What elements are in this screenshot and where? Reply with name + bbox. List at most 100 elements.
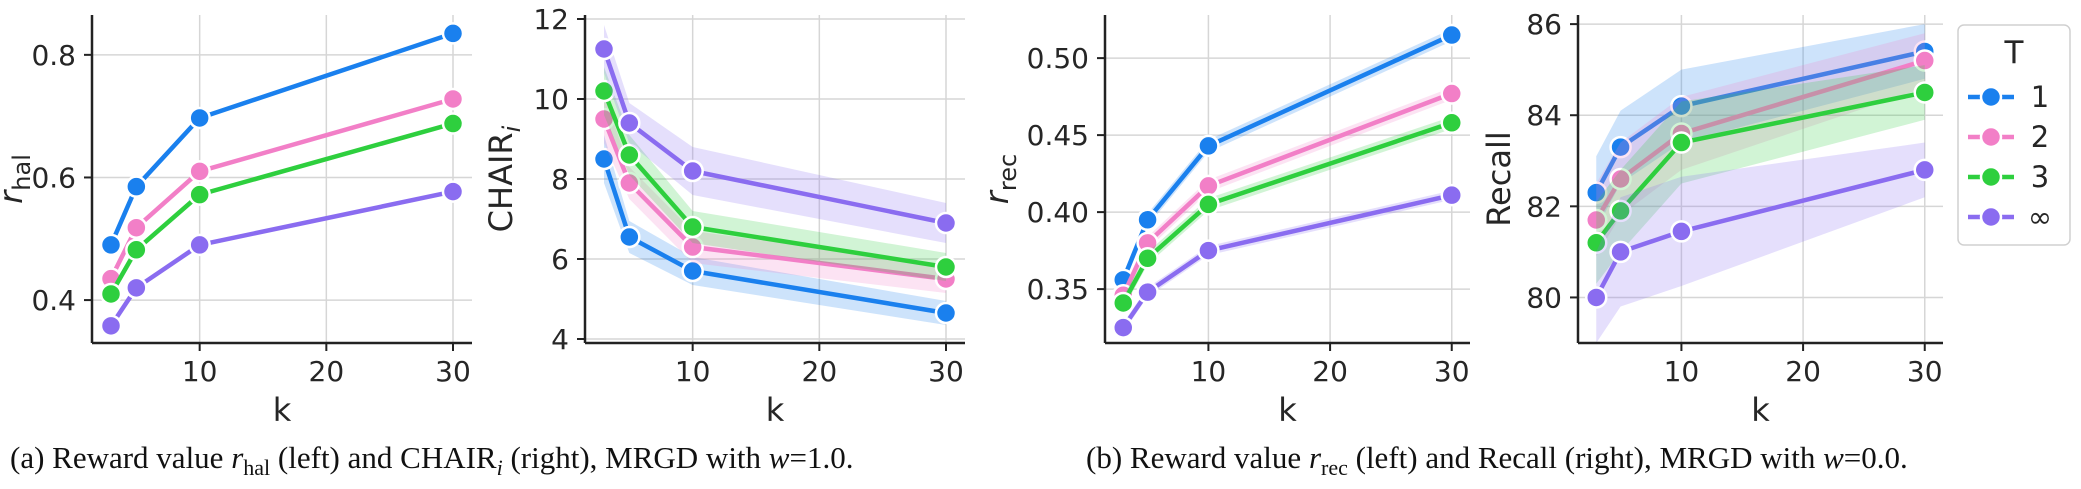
legend-marker-3	[1979, 165, 2003, 189]
data-point-3	[1670, 131, 1693, 154]
y-axis-label-subscript: i	[498, 125, 526, 132]
caption-b-middle: (left) and Recall (right), MRGD with	[1347, 440, 1824, 475]
data-point-∞	[681, 159, 704, 183]
y-tick-label: 6	[551, 243, 569, 276]
y-axis-label-base: r	[978, 189, 1016, 204]
y-tick-label: 0.35	[1027, 273, 1089, 306]
data-point-1	[681, 259, 704, 283]
confidence-band-series-3	[1596, 65, 1925, 284]
y-tick-label: 80	[1526, 281, 1562, 314]
data-point-2	[1197, 174, 1220, 198]
data-point-∞	[934, 211, 958, 235]
data-point-∞	[1670, 220, 1693, 243]
caption-b-subscript: rec	[1321, 455, 1348, 481]
data-point-2	[188, 160, 211, 183]
x-tick-label: 20	[1785, 355, 1821, 388]
confidence-band-series-1	[1123, 28, 1452, 287]
data-point-∞	[1585, 286, 1608, 309]
data-point-∞	[618, 111, 641, 135]
data-point-1	[441, 22, 465, 45]
data-point-2	[618, 171, 641, 195]
data-point-3	[188, 183, 211, 206]
confidence-band-series-1	[1596, 24, 1925, 230]
data-point-3	[1440, 111, 1463, 135]
y-tick-label: 82	[1526, 190, 1562, 223]
data-point-3	[618, 143, 641, 167]
y-tick-label: 0.4	[31, 284, 76, 317]
y-tick-label: 0.45	[1027, 119, 1089, 152]
x-tick-label: 30	[1907, 355, 1943, 388]
data-point-3	[592, 79, 616, 103]
caption-a-middle: (left) and CHAIR	[270, 440, 497, 475]
series-line-1	[108, 31, 454, 246]
confidence-band-series-2	[1596, 33, 1925, 257]
data-point-2	[1585, 208, 1608, 232]
data-point-∞	[1440, 183, 1463, 207]
data-point-2	[441, 87, 465, 111]
data-point-3	[1913, 81, 1936, 104]
data-point-1	[188, 106, 211, 130]
data-point-∞	[1609, 240, 1632, 264]
data-point-1	[1136, 208, 1159, 232]
data-point-3	[1136, 247, 1159, 270]
panel-r-rec: 10 20 30 0.35 0.40 0.45 0.50 k rrec	[978, 15, 1470, 429]
data-point-1	[618, 225, 641, 249]
data-point-2	[1440, 82, 1463, 105]
data-point-1	[1197, 134, 1220, 158]
data-point-3	[125, 238, 148, 262]
y-axis-label-base: r	[0, 189, 30, 204]
x-tick-label: 20	[309, 355, 345, 388]
data-point-∞	[125, 276, 148, 300]
series-line-2	[108, 96, 454, 280]
data-point-3	[441, 112, 465, 135]
y-axis-label-subscript: hal	[8, 154, 36, 191]
y-axis-label: rrec	[978, 154, 1022, 204]
legend: T1 2 3 ∞	[1957, 24, 2071, 246]
data-point-∞	[441, 180, 465, 203]
series-line-3	[1121, 120, 1453, 305]
legend-marker-2	[1979, 125, 2003, 149]
data-point-2	[1609, 167, 1632, 191]
series-line-∞	[109, 189, 454, 328]
series-line-2	[1594, 58, 1926, 222]
caption-b-prefix: (b) Reward value	[1086, 440, 1309, 475]
x-tick-label: 10	[675, 355, 711, 388]
data-point-3	[934, 255, 958, 279]
data-point-3	[1197, 193, 1220, 216]
legend-title: T	[2004, 35, 2025, 71]
series-line-∞	[1594, 167, 1926, 299]
legend-marker-∞	[1979, 205, 2003, 229]
data-point-1	[99, 233, 123, 257]
y-axis-label: CHAIRi	[482, 125, 526, 232]
data-point-3	[1112, 291, 1135, 315]
caption-a-subscript-2: i	[496, 455, 503, 481]
x-tick-label: 30	[1434, 355, 1470, 388]
data-point-∞	[1913, 158, 1936, 182]
x-axis-label: k	[1751, 391, 1770, 429]
data-point-∞	[1197, 239, 1220, 262]
data-point-3	[681, 215, 704, 239]
caption-a: (a) Reward value rhal (left) and CHAIRi …	[10, 440, 853, 481]
x-tick-label: 10	[1191, 355, 1227, 388]
legend-label-2: 2	[2031, 120, 2049, 154]
caption-b-symbol: r	[1308, 440, 1322, 475]
y-axis-label: Recall	[1480, 131, 1518, 226]
x-axis-label: k	[1278, 391, 1297, 429]
data-point-∞	[188, 233, 211, 257]
data-point-3	[99, 282, 123, 306]
data-point-1	[1585, 181, 1608, 204]
y-axis-label: rhal	[0, 154, 36, 204]
x-tick-label: 20	[1312, 355, 1348, 388]
caption-b-w: w	[1823, 440, 1844, 475]
y-tick-label: 0.40	[1027, 196, 1089, 229]
confidence-band-series-∞	[604, 25, 946, 243]
series-line-2	[601, 118, 947, 282]
series-line-∞	[1121, 192, 1453, 329]
series-line-1	[601, 158, 947, 316]
data-point-3	[1585, 231, 1608, 255]
y-tick-label: 0.8	[31, 39, 76, 72]
data-point-∞	[1136, 280, 1159, 304]
x-tick-label: 20	[802, 355, 838, 388]
series-line-3	[109, 121, 454, 296]
